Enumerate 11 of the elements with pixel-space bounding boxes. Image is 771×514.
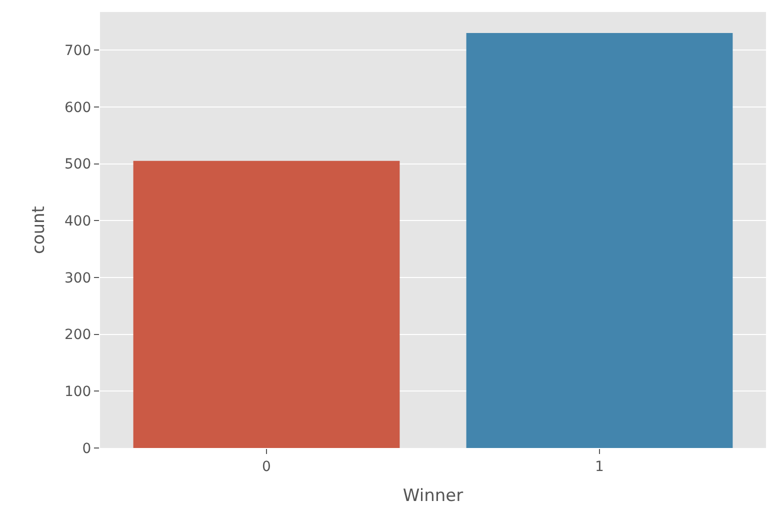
x-axis-title: Winner (402, 486, 464, 506)
y-tick-label: 300 (64, 270, 92, 286)
y-tick-label: 700 (64, 42, 92, 59)
y-axis-title: count (29, 206, 50, 254)
y-tick-label: 100 (64, 384, 92, 400)
y-tick-label: 0 (82, 440, 92, 457)
y-tick-label: 500 (64, 156, 92, 173)
y-tick-label: 200 (64, 327, 92, 344)
y-tick-label: 400 (64, 214, 92, 230)
y-tick-label: 600 (64, 100, 92, 116)
x-tick-label: 1 (595, 458, 604, 475)
